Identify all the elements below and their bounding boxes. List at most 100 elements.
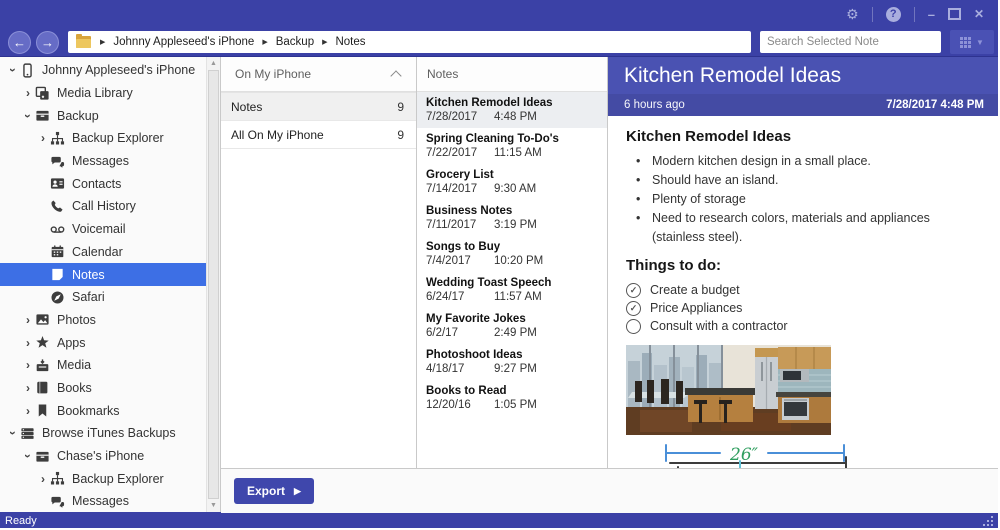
note-list-item-business-notes[interactable]: Business Notes 7/11/2017 3:19 PM <box>417 200 607 236</box>
note-list-item-spring-cleaning-to-do-s[interactable]: Spring Cleaning To-Do's 7/22/2017 11:15 … <box>417 128 607 164</box>
note-item-title: Wedding Toast Speech <box>426 277 552 289</box>
sidebar-item-label: Browse iTunes Backups <box>42 426 176 441</box>
sidebar-scrollbar[interactable]: ▲ ▼ <box>206 57 220 512</box>
settings-gear-icon[interactable]: ⚙ <box>846 6 859 22</box>
sidebar-item-call-history[interactable]: › Call History <box>0 195 207 218</box>
sidebar-item-media[interactable]: › Media <box>0 354 207 377</box>
sidebar-item-messages[interactable]: › Messages <box>0 150 207 173</box>
note-list-item-my-favorite-jokes[interactable]: My Favorite Jokes 6/2/17 2:49 PM <box>417 308 607 344</box>
resize-grip-icon[interactable] <box>982 515 994 527</box>
todo-heading: Things to do: <box>626 257 721 274</box>
sidebar-item-voicemail[interactable]: › Voicemail <box>0 218 207 241</box>
expander-icon[interactable]: › <box>21 454 35 459</box>
sidebar-item-messages[interactable]: › Messages <box>0 490 207 512</box>
sidebar-item-browse-itunes-backups[interactable]: › Browse iTunes Backups <box>0 422 207 445</box>
note-item-meta: 7/22/2017 11:15 AM <box>426 146 601 160</box>
note-item-title: My Favorite Jokes <box>426 313 526 325</box>
export-caret-icon: ▶ <box>294 485 301 496</box>
note-list-item-songs-to-buy[interactable]: Songs to Buy 7/4/2017 10:20 PM <box>417 236 607 272</box>
folders-panel-header[interactable]: On My iPhone <box>221 57 416 92</box>
note-body-heading: Kitchen Remodel Ideas <box>626 128 792 145</box>
expander-icon[interactable]: › <box>26 312 30 327</box>
help-icon[interactable]: ? <box>885 6 901 22</box>
expander-icon[interactable]: › <box>6 68 20 73</box>
grid-view-icon <box>960 36 972 48</box>
item-icon <box>50 494 65 509</box>
scrollbar-thumb[interactable] <box>208 70 219 499</box>
note-bullet: Modern kitchen design in a small place. <box>630 152 980 171</box>
item-icon <box>35 403 50 418</box>
sidebar-item-safari[interactable]: › Safari <box>0 286 207 309</box>
breadcrumb-separator-icon: ▶ <box>100 39 106 46</box>
sidebar-item-photos[interactable]: › Photos <box>0 309 207 332</box>
note-list-item-photoshoot-ideas[interactable]: Photoshoot Ideas 4/18/17 9:27 PM <box>417 344 607 380</box>
folder-row-notes[interactable]: Notes 9 <box>221 92 416 121</box>
notes-list-title: Notes <box>427 67 459 81</box>
note-relative-time: 6 hours ago <box>624 99 685 111</box>
expander-icon[interactable]: › <box>26 403 30 418</box>
maximize-button[interactable] <box>947 8 961 20</box>
note-list-item-grocery-list[interactable]: Grocery List 7/14/2017 9:30 AM <box>417 164 607 200</box>
folder-row-all-on-my-iphone[interactable]: All On My iPhone 9 <box>221 121 416 149</box>
floorplan-sketch: 26″ <box>665 444 847 468</box>
todo-item-create-a-budget[interactable]: ✓ Create a budget <box>626 281 980 299</box>
sidebar-item-label: Calendar <box>72 244 123 259</box>
minimize-button[interactable]: – <box>927 6 935 22</box>
breadcrumb-item-johnny-appleseed-s-iphone[interactable]: Johnny Appleseed's iPhone <box>113 36 255 48</box>
back-button[interactable]: ← <box>8 30 31 54</box>
note-item-date: 12/20/16 <box>426 399 471 411</box>
sidebar-item-bookmarks[interactable]: › Bookmarks <box>0 399 207 422</box>
expander-icon[interactable]: › <box>26 380 30 395</box>
note-item-meta: 7/28/2017 4:48 PM <box>426 110 601 124</box>
sidebar-item-media-library[interactable]: › Media Library <box>0 82 207 105</box>
expander-icon[interactable]: › <box>41 471 45 486</box>
sidebar-item-chase-s-iphone[interactable]: › Chase's iPhone <box>0 445 207 468</box>
chevron-up-icon <box>390 69 402 82</box>
expander-icon[interactable]: › <box>41 131 45 146</box>
folder-count: 9 <box>397 127 404 142</box>
note-item-date: 6/24/17 <box>426 291 465 303</box>
todo-check-icon[interactable] <box>626 318 641 334</box>
todo-item-consult-with-a-contractor[interactable]: Consult with a contractor <box>626 317 980 335</box>
breadcrumb-item-notes[interactable]: Notes <box>335 36 366 48</box>
search-input[interactable] <box>760 31 941 53</box>
sidebar-item-notes[interactable]: › Notes <box>0 263 207 286</box>
note-list-item-books-to-read[interactable]: Books to Read 12/20/16 1:05 PM <box>417 380 607 416</box>
expander-icon[interactable]: › <box>26 358 30 373</box>
expander-icon[interactable]: › <box>6 431 20 436</box>
sidebar-item-contacts[interactable]: › Contacts <box>0 172 207 195</box>
scroll-up-icon[interactable]: ▲ <box>210 60 217 67</box>
note-item-date: 6/2/17 <box>426 327 458 339</box>
export-button[interactable]: Export ▶ <box>234 478 314 504</box>
sidebar-item-backup-explorer[interactable]: › Backup Explorer <box>0 127 207 150</box>
folders-panel-title: On My iPhone <box>235 67 312 81</box>
sidebar-item-backup-explorer[interactable]: › Backup Explorer <box>0 467 207 490</box>
todo-check-icon[interactable]: ✓ <box>626 300 641 316</box>
note-title: Kitchen Remodel Ideas <box>624 64 842 87</box>
sidebar-item-label: Backup <box>57 108 99 123</box>
forward-button[interactable]: → <box>36 30 59 54</box>
note-list-item-kitchen-remodel-ideas[interactable]: Kitchen Remodel Ideas 7/28/2017 4:48 PM <box>417 92 607 128</box>
device-tree: › Johnny Appleseed's iPhone › Media Libr… <box>0 59 207 512</box>
scroll-down-icon[interactable]: ▼ <box>210 502 217 509</box>
export-label: Export <box>247 484 286 498</box>
sidebar-item-calendar[interactable]: › Calendar <box>0 241 207 264</box>
sidebar-item-johnny-appleseed-s-iphone[interactable]: › Johnny Appleseed's iPhone <box>0 59 207 82</box>
sidebar-item-books[interactable]: › Books <box>0 377 207 400</box>
todo-check-icon[interactable]: ✓ <box>626 282 641 298</box>
note-list-item-wedding-toast-speech[interactable]: Wedding Toast Speech 6/24/17 11:57 AM <box>417 272 607 308</box>
expander-icon[interactable]: › <box>26 86 30 101</box>
view-layout-button[interactable]: ▼ <box>950 30 994 54</box>
status-text: Ready <box>5 514 37 527</box>
sidebar-item-label: Media <box>57 358 92 373</box>
titlebar-separator <box>871 6 873 22</box>
sidebar-item-backup[interactable]: › Backup <box>0 104 207 127</box>
item-icon <box>50 154 65 169</box>
expander-icon[interactable]: › <box>26 335 30 350</box>
sidebar-item-apps[interactable]: › Apps <box>0 331 207 354</box>
close-button[interactable]: ✕ <box>973 7 984 21</box>
item-icon <box>20 63 35 78</box>
expander-icon[interactable]: › <box>21 113 35 118</box>
todo-item-price-appliances[interactable]: ✓ Price Appliances <box>626 299 980 317</box>
breadcrumb-item-backup[interactable]: Backup <box>275 36 315 48</box>
